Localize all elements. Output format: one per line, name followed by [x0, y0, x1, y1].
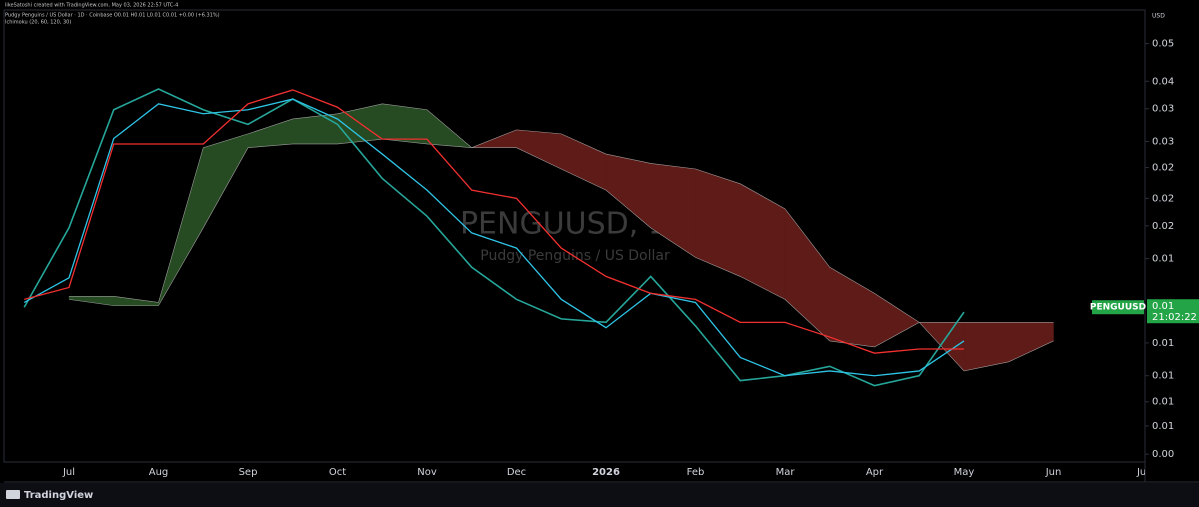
x-tick-label: Oct — [329, 467, 346, 478]
x-tick-label: Jul — [62, 467, 75, 478]
x-tick-label: Dec — [507, 467, 526, 478]
y-tick-label: 0.03 — [1152, 137, 1174, 148]
y-tick-label: 0.01 — [1152, 338, 1174, 349]
y-tick-label: 0.00 — [1152, 449, 1174, 460]
y-tick-label: 0.01 — [1152, 421, 1174, 432]
x-tick-label: Aug — [149, 467, 169, 478]
price-axis-label: 0.01 — [1152, 301, 1174, 312]
y-tick-label: 0.01 — [1152, 397, 1174, 408]
x-tick-label: Jun — [1045, 467, 1062, 478]
watermark-subtitle: Pudgy Penguins / US Dollar — [480, 248, 670, 264]
y-tick-label: 0.01 — [1152, 254, 1174, 265]
x-tick-label: 2026 — [592, 467, 620, 478]
x-axis: Jul Aug Sep Oct Nov Dec 2026 Feb Mar Apr May Jun Jul — [62, 467, 1149, 478]
logo — [6, 490, 20, 499]
indicator-label: Ichimoku (20, 60, 120, 30) — [5, 20, 71, 26]
cloud-edge — [68, 129, 1054, 323]
countdown: 21:02:22 — [1152, 312, 1197, 323]
x-tick-label: Feb — [687, 467, 705, 478]
y-tick-label: 0.02 — [1152, 193, 1174, 204]
x-tick-label: Sep — [239, 467, 258, 478]
price-tag-box — [1092, 300, 1144, 315]
indicator-line — [23, 98, 965, 377]
symbol-line: Pudgy Penguins / US Dollar · 1D · Coinba… — [5, 13, 220, 19]
price-axis-box — [1147, 299, 1199, 324]
x-tick-label: Apr — [866, 467, 884, 478]
x-tick-label: Nov — [417, 467, 437, 478]
y-tick-label: 0.04 — [1152, 76, 1174, 87]
footer-bar — [0, 483, 1199, 507]
price-line — [23, 88, 965, 387]
x-tick-label: Jul — [1136, 467, 1149, 478]
cloud-edge — [69, 103, 1054, 372]
cloud-segment — [382, 103, 428, 145]
footer-brand: TradingView — [24, 490, 93, 501]
indicator-line — [24, 89, 964, 354]
x-tick-label: May — [954, 467, 975, 478]
x-tick-label: Mar — [776, 467, 796, 478]
y-tick-label: 0.02 — [1152, 221, 1174, 232]
price-tag-name: PENGUUSD — [1090, 303, 1146, 313]
y-tick-label: 0.02 — [1152, 163, 1174, 174]
y-tick-label: 0.01 — [1152, 371, 1174, 382]
plot-area — [23, 88, 1054, 387]
y-tick-label: 0.05 — [1152, 39, 1174, 50]
y-tick-label: 0.03 — [1152, 104, 1174, 115]
attribution: likeSatoshi created with TradingView.com… — [5, 3, 178, 9]
y-unit: USD — [1152, 13, 1165, 20]
